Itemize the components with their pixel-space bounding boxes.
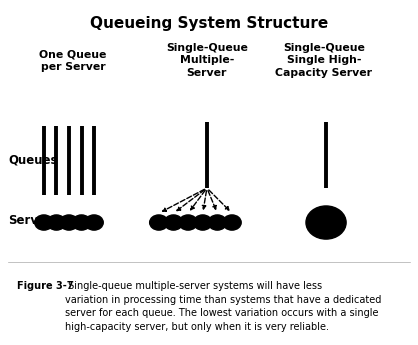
Text: Figure 3-7: Figure 3-7 — [17, 281, 73, 291]
Circle shape — [306, 206, 346, 239]
Text: Single-Queue
Single High-
Capacity Server: Single-Queue Single High- Capacity Serve… — [275, 43, 372, 78]
Circle shape — [164, 215, 183, 230]
Text: Servers: Servers — [8, 214, 59, 227]
Text: Single-Queue
Multiple-
Server: Single-Queue Multiple- Server — [166, 43, 248, 78]
Circle shape — [85, 215, 103, 230]
Text: Queues: Queues — [8, 154, 58, 167]
Circle shape — [72, 215, 91, 230]
Circle shape — [179, 215, 197, 230]
Circle shape — [60, 215, 78, 230]
Circle shape — [223, 215, 241, 230]
Circle shape — [194, 215, 212, 230]
Circle shape — [208, 215, 227, 230]
Text: Queueing System Structure: Queueing System Structure — [90, 16, 328, 30]
Circle shape — [150, 215, 168, 230]
Text: Single-queue multiple-server systems will have less
variation in processing time: Single-queue multiple-server systems wil… — [65, 281, 381, 332]
Circle shape — [47, 215, 66, 230]
Circle shape — [35, 215, 53, 230]
Text: One Queue
per Server: One Queue per Server — [39, 49, 107, 71]
